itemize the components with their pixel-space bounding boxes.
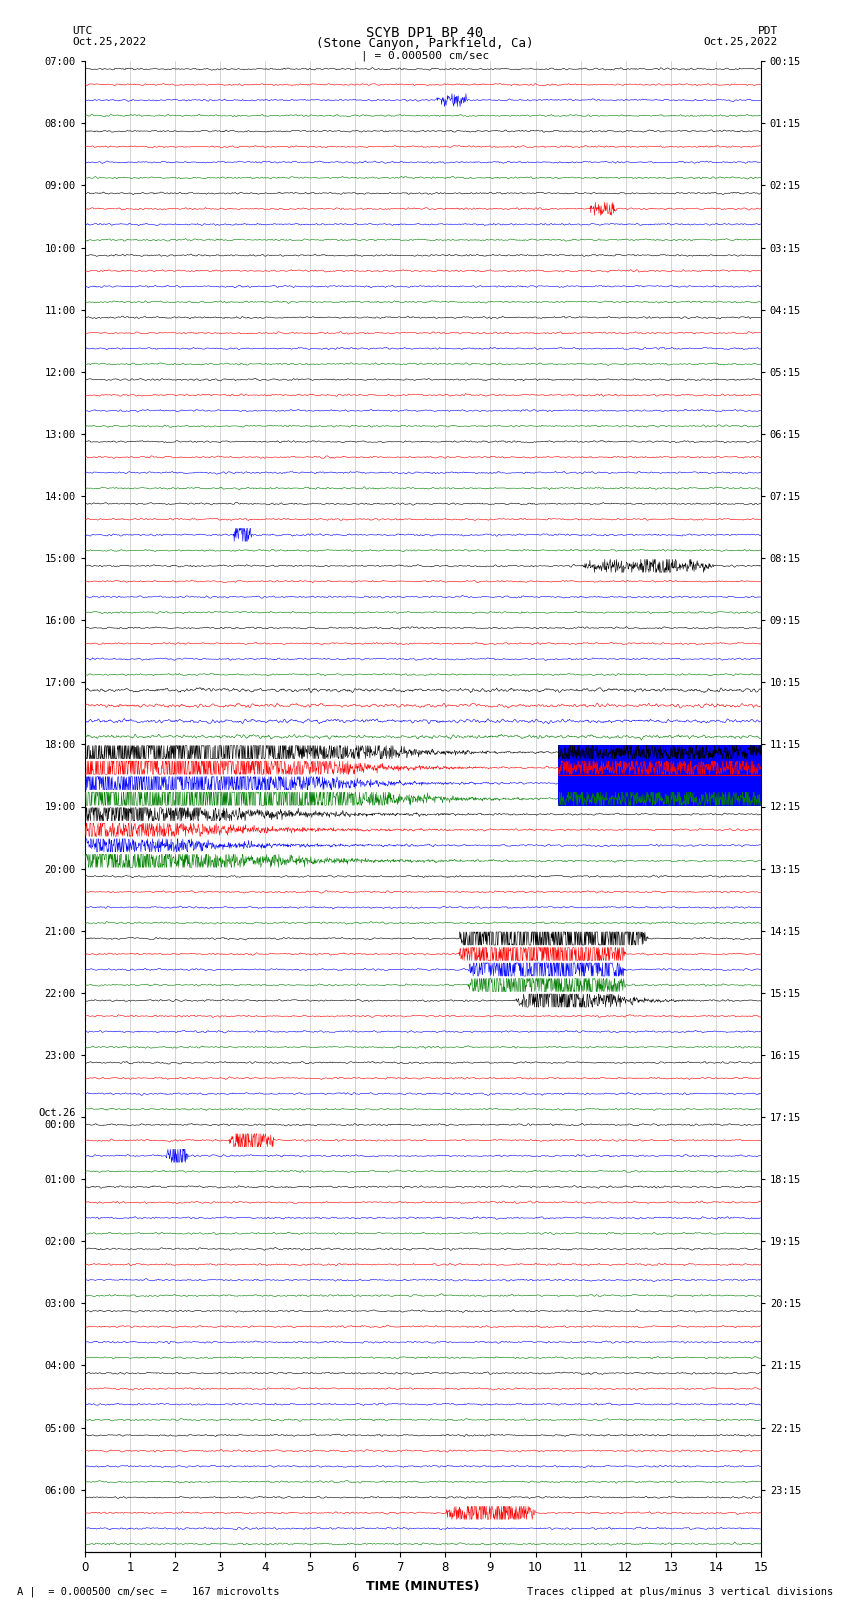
Text: PDT: PDT bbox=[757, 26, 778, 35]
Text: Oct.25,2022: Oct.25,2022 bbox=[72, 37, 146, 47]
Text: Oct.25,2022: Oct.25,2022 bbox=[704, 37, 778, 47]
Text: A |  = 0.000500 cm/sec =    167 microvolts: A | = 0.000500 cm/sec = 167 microvolts bbox=[17, 1586, 280, 1597]
Text: SCYB DP1 BP 40: SCYB DP1 BP 40 bbox=[366, 26, 484, 40]
Bar bbox=[558, 745, 761, 806]
Text: UTC: UTC bbox=[72, 26, 93, 35]
Text: | = 0.000500 cm/sec: | = 0.000500 cm/sec bbox=[361, 50, 489, 61]
Text: (Stone Canyon, Parkfield, Ca): (Stone Canyon, Parkfield, Ca) bbox=[316, 37, 534, 50]
X-axis label: TIME (MINUTES): TIME (MINUTES) bbox=[366, 1581, 479, 1594]
Text: Traces clipped at plus/minus 3 vertical divisions: Traces clipped at plus/minus 3 vertical … bbox=[527, 1587, 833, 1597]
